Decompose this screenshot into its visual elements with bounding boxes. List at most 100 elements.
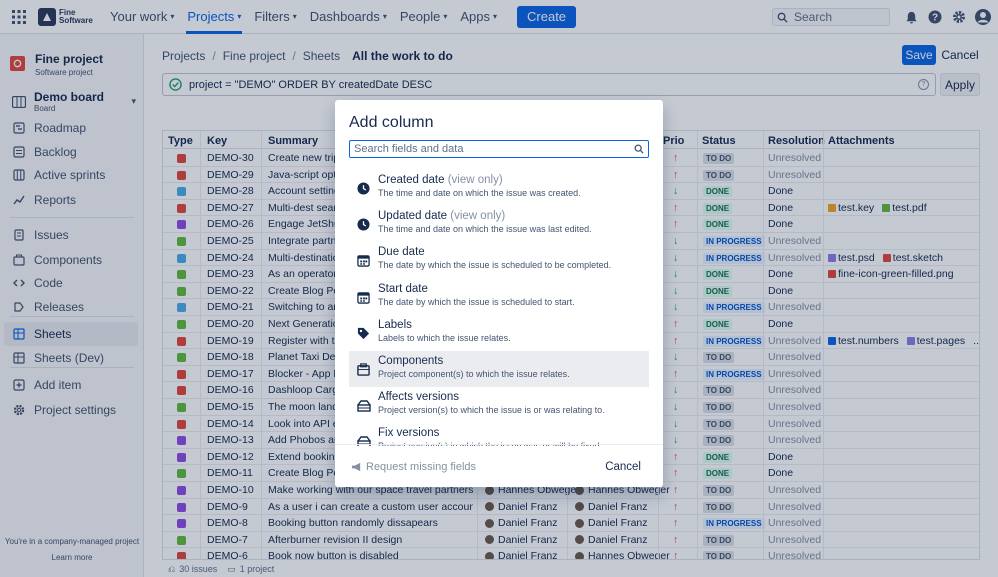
issue-summary[interactable]: Afterburner revision II design <box>268 533 403 546</box>
status-badge[interactable]: IN PROGRESS <box>703 335 765 347</box>
learn-more-link[interactable]: Learn more <box>51 553 93 562</box>
issue-summary[interactable]: Dashloop Cargo sy <box>268 384 358 397</box>
status-badge[interactable]: IN PROGRESS <box>703 368 765 380</box>
issue-key[interactable]: DEMO-21 <box>207 301 254 314</box>
status-badge[interactable]: TO DO <box>703 352 735 364</box>
issue-summary[interactable]: As a user i can create a custom user acc… <box>268 500 473 513</box>
profile-avatar-icon[interactable] <box>974 8 992 26</box>
col-header-status[interactable]: Status <box>702 135 736 147</box>
status-badge[interactable]: TO DO <box>703 169 735 181</box>
issue-key[interactable]: DEMO-28 <box>207 185 254 198</box>
app-switcher-icon[interactable] <box>2 0 36 34</box>
attachment[interactable]: test.numbers <box>828 335 899 347</box>
sidebar-item-roadmap[interactable]: Roadmap <box>4 116 138 140</box>
dialog-cancel-button[interactable]: Cancel <box>605 461 641 473</box>
status-badge[interactable]: IN PROGRESS <box>703 236 765 247</box>
field-option-due-date[interactable]: Due date The date by which the issue is … <box>349 242 649 278</box>
sidebar-item-project-settings[interactable]: Project settings <box>4 398 138 422</box>
issue-key[interactable]: DEMO-22 <box>207 284 254 297</box>
col-header-priority[interactable]: Prio <box>663 135 685 147</box>
status-badge[interactable]: IN PROGRESS <box>703 302 765 314</box>
issue-key[interactable]: DEMO-25 <box>207 235 254 247</box>
sidebar-item-sheets-dev[interactable]: Sheets (Dev) <box>4 346 138 370</box>
field-option-updated-date[interactable]: Updated date (view only) The time and da… <box>349 206 649 242</box>
status-badge[interactable]: DONE <box>703 202 733 214</box>
breadcrumb-sheets[interactable]: Sheets <box>302 49 341 63</box>
status-badge[interactable]: TO DO <box>703 435 735 447</box>
sidebar-item-add-item[interactable]: Add item <box>4 373 138 397</box>
field-option-labels[interactable]: Labels Labels to which the issue relates… <box>349 315 649 351</box>
issue-key[interactable]: DEMO-26 <box>207 218 254 231</box>
field-option-fix-versions[interactable]: Fix versions Project version(s) in which… <box>349 423 649 446</box>
more-attachments[interactable]: ... <box>973 334 979 347</box>
breadcrumb-projects[interactable]: Projects <box>162 49 206 63</box>
status-badge[interactable]: IN PROGRESS <box>703 518 765 530</box>
issue-key[interactable]: DEMO-27 <box>207 201 254 214</box>
issue-summary[interactable]: Create new trips wi <box>268 152 358 164</box>
jql-query-input[interactable]: project = "DEMO" ORDER BY createdDate DE… <box>162 73 936 96</box>
issue-key[interactable]: DEMO-6 <box>207 550 248 560</box>
nav-projects[interactable]: Projects ▾ <box>182 0 246 34</box>
nav-apps[interactable]: Apps ▾ <box>460 9 498 24</box>
status-badge[interactable]: TO DO <box>703 485 735 496</box>
issue-summary[interactable]: Java-script optimiz <box>268 168 355 181</box>
issue-key[interactable]: DEMO-24 <box>207 251 254 264</box>
nav-people[interactable]: People ▾ <box>399 9 448 24</box>
sidebar-item-issues[interactable]: Issues <box>4 223 138 247</box>
issue-key[interactable]: DEMO-12 <box>207 450 254 463</box>
status-badge[interactable]: TO DO <box>703 551 735 559</box>
attachment[interactable]: test.psd <box>828 252 875 264</box>
sidebar-item-reports[interactable]: Reports <box>4 188 138 212</box>
board-selector[interactable]: Demo board Board ▾ <box>12 90 136 113</box>
issue-key[interactable]: DEMO-14 <box>207 417 254 430</box>
sidebar-item-code[interactable]: Code <box>4 271 138 295</box>
status-badge[interactable]: DONE <box>703 219 733 231</box>
issue-summary[interactable]: Make working with our space travel partn… <box>268 484 473 496</box>
attachment[interactable]: test.key <box>828 202 874 214</box>
help-icon[interactable]: ? <box>926 8 944 26</box>
issue-summary[interactable]: Switching to annua <box>268 301 357 314</box>
issue-key[interactable]: DEMO-10 <box>207 484 254 496</box>
issue-key[interactable]: DEMO-16 <box>207 384 254 397</box>
status-badge[interactable]: DONE <box>703 285 733 297</box>
status-badge[interactable]: TO DO <box>703 418 735 430</box>
issue-key[interactable]: DEMO-13 <box>207 434 254 447</box>
issue-summary[interactable]: Integrate partner tr <box>268 235 355 247</box>
issue-key[interactable]: DEMO-19 <box>207 334 254 347</box>
issue-key[interactable]: DEMO-23 <box>207 268 254 281</box>
col-header-type[interactable]: Type <box>168 135 193 147</box>
status-badge[interactable]: DONE <box>703 269 733 281</box>
status-badge[interactable]: TO DO <box>703 534 735 546</box>
breadcrumb-project[interactable]: Fine project <box>222 49 286 63</box>
issue-key[interactable]: DEMO-8 <box>207 517 248 530</box>
sidebar-item-releases[interactable]: Releases <box>4 295 138 319</box>
issue-key[interactable]: DEMO-9 <box>207 500 248 513</box>
nav-filters[interactable]: Filters ▾ <box>254 9 297 24</box>
attachment[interactable]: test.sketch <box>882 252 943 264</box>
field-option-start-date[interactable]: Start date The date by which the issue i… <box>349 279 649 315</box>
issue-key[interactable]: DEMO-18 <box>207 351 254 364</box>
nav-your-work[interactable]: Your work ▾ <box>110 9 175 24</box>
issue-key[interactable]: DEMO-11 <box>207 467 253 480</box>
col-header-key[interactable]: Key <box>207 135 228 147</box>
field-option-affects-versions[interactable]: Affects versions Project version(s) to w… <box>349 387 649 423</box>
table-row[interactable]: DEMO-8 Booking button randomly dissapears… <box>163 515 979 532</box>
issue-key[interactable]: DEMO-7 <box>207 533 248 546</box>
attachment[interactable]: fine-icon-green-filled.png <box>828 268 954 280</box>
table-row[interactable]: DEMO-10 Make working with our space trave… <box>163 482 979 499</box>
col-header-summary[interactable]: Summary <box>268 135 319 147</box>
attachment[interactable]: test.pages <box>906 335 965 347</box>
issue-key[interactable]: DEMO-15 <box>207 401 254 413</box>
field-search-input[interactable]: Search fields and data <box>349 140 649 158</box>
request-missing-fields-button[interactable]: Request missing fields <box>351 461 476 473</box>
create-button[interactable]: Create <box>517 5 577 28</box>
issue-key[interactable]: DEMO-30 <box>207 152 254 164</box>
sidebar-item-backlog[interactable]: Backlog <box>4 140 138 164</box>
save-button[interactable]: Save <box>902 45 936 65</box>
nav-dashboards[interactable]: Dashboards ▾ <box>309 9 387 24</box>
issue-key[interactable]: DEMO-20 <box>207 318 254 330</box>
table-row[interactable]: DEMO-26 Engage JetShuttle ↑ DONE Done <box>163 216 979 233</box>
cancel-button[interactable]: Cancel <box>941 48 979 62</box>
status-badge[interactable]: DONE <box>703 468 733 480</box>
field-option-created-date[interactable]: Created date (view only) The time and da… <box>349 170 649 206</box>
